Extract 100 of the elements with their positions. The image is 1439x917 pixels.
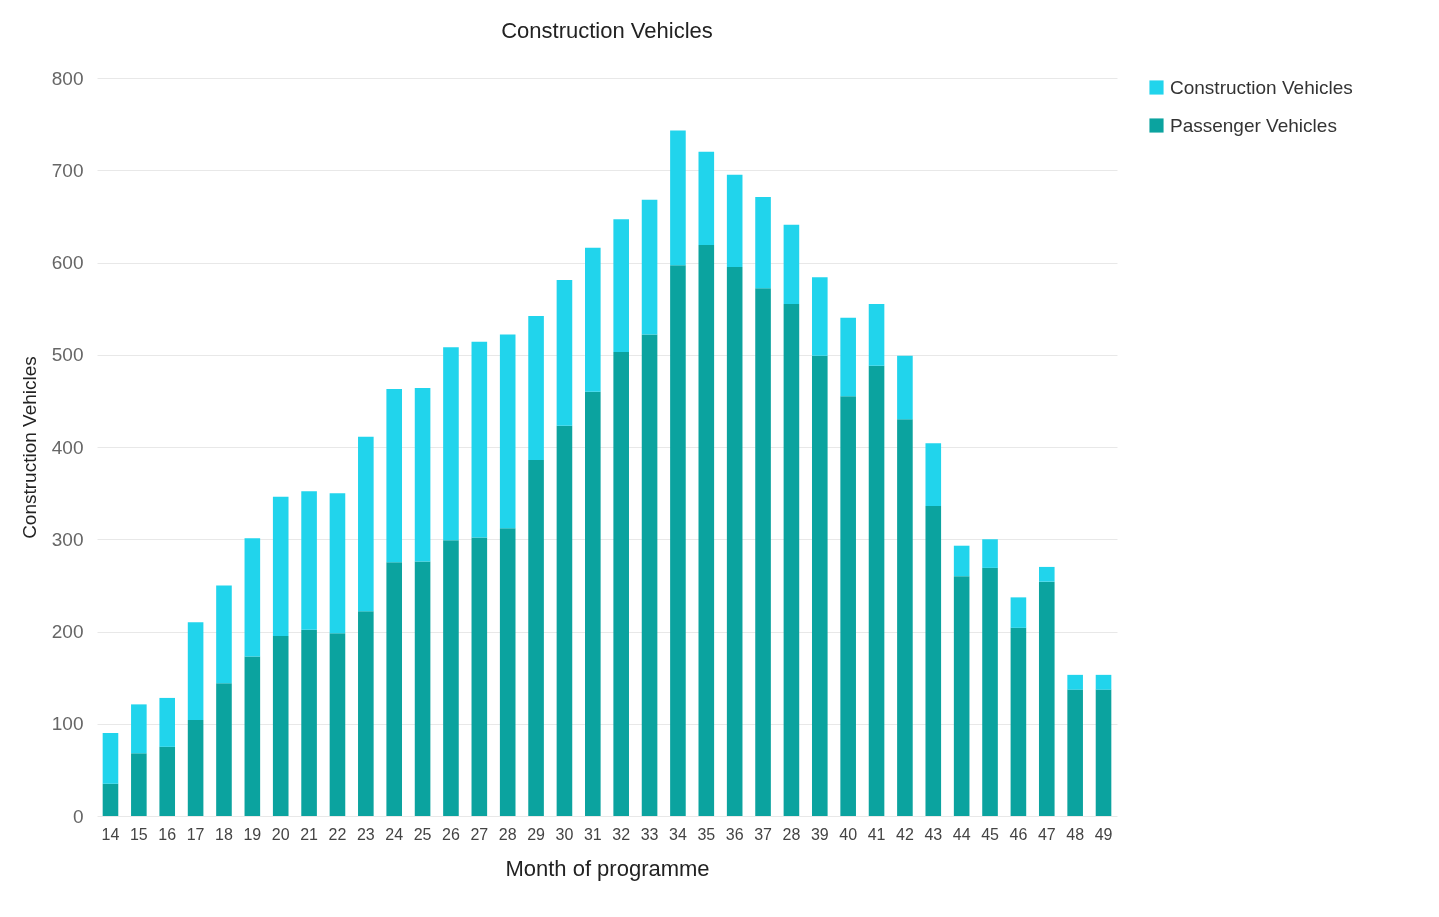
y-tick-label: 200 [51,621,84,642]
bar [131,753,147,816]
bar [102,732,119,784]
bar [443,347,459,541]
x-tick-label: 46 [1009,825,1028,843]
bar [670,130,686,266]
bar [187,622,204,721]
bar [1095,674,1112,690]
x-tick-label: 44 [952,825,971,843]
bar [641,199,658,335]
x-tick-label: 14 [101,825,120,843]
x-tick-label: 17 [186,825,205,843]
bar [670,265,686,816]
bar [868,304,885,366]
bar [840,396,856,816]
x-tick-label: 33 [640,825,659,843]
bar [1067,674,1083,690]
x-tick-label: 25 [413,825,432,843]
y-axis-title: Construction Vehicles [18,356,40,539]
bar [187,720,204,816]
bar [1067,689,1083,816]
bar [868,365,885,816]
y-tick-label: 100 [51,713,84,735]
bar [755,288,771,816]
x-tick-label: 20 [271,825,290,843]
x-axis-title: Month of programme [505,855,710,881]
x-tick-label: 34 [669,825,687,843]
x-tick-label: 40 [839,825,858,843]
bar [698,151,715,245]
bar [386,562,403,816]
x-tick-label: 37 [754,825,773,843]
x-tick-label: 43 [924,825,943,843]
bar [897,419,913,816]
bar [953,576,970,816]
y-tick-label: 600 [51,252,84,273]
bar [1038,581,1055,816]
x-tick-label: 31 [583,825,602,843]
bar [840,317,856,397]
x-tick-label: 19 [243,825,262,843]
bar [471,537,488,816]
x-tick-label: 28 [782,825,801,843]
x-tick-label: 49 [1094,825,1113,843]
bar [499,528,516,816]
x-tick-label: 45 [981,825,1000,843]
bar [329,493,346,634]
bar [159,746,176,816]
bar [244,656,261,816]
bar [585,391,601,816]
x-tick-label: 21 [300,825,319,843]
bar [471,341,488,538]
bar [613,351,629,816]
x-tick-label: 27 [470,825,489,843]
x-tick-label: 39 [810,825,829,843]
bar [953,545,970,577]
bar [272,496,289,637]
bar [811,355,828,816]
bar [726,174,743,268]
bar [925,443,942,507]
x-tick-label: 16 [158,825,177,843]
bar [982,539,998,568]
bar [301,629,317,816]
bar [499,334,516,529]
x-tick-label: 23 [356,825,375,843]
bar [1010,627,1027,816]
legend-label: Passenger Vehicles [1170,114,1337,136]
bar [1095,689,1112,816]
bar [726,267,743,816]
bar [811,277,828,356]
x-tick-label: 24 [385,825,404,843]
bar [925,506,942,816]
bar [982,567,998,816]
bar [216,585,232,684]
y-tick-label: 400 [51,436,84,458]
x-tick-label: 32 [612,825,631,843]
x-tick-label: 48 [1066,825,1085,843]
x-tick-label: 22 [328,825,347,843]
y-tick-label: 800 [51,67,84,89]
x-tick-label: 26 [442,825,460,843]
bar [244,538,261,657]
bar [528,316,544,460]
bar [698,244,715,816]
bar [556,425,573,816]
y-tick-label: 700 [51,159,84,181]
bar [216,683,232,816]
bar [386,388,403,563]
chart-title: Construction Vehicles [501,18,713,43]
legend-label: Construction Vehicles [1170,76,1353,98]
bar [414,387,431,562]
x-tick-label: 47 [1037,825,1056,843]
bar [159,697,176,747]
y-tick-label: 0 [72,805,84,827]
y-tick-label: 300 [51,528,84,550]
bar [131,704,147,754]
x-tick-label: 30 [555,825,574,843]
x-tick-label: 15 [129,825,148,843]
bar [556,280,573,426]
x-tick-label: 42 [896,825,914,843]
x-tick-label: 35 [697,825,716,843]
bar [783,304,800,816]
bar [1010,597,1027,628]
